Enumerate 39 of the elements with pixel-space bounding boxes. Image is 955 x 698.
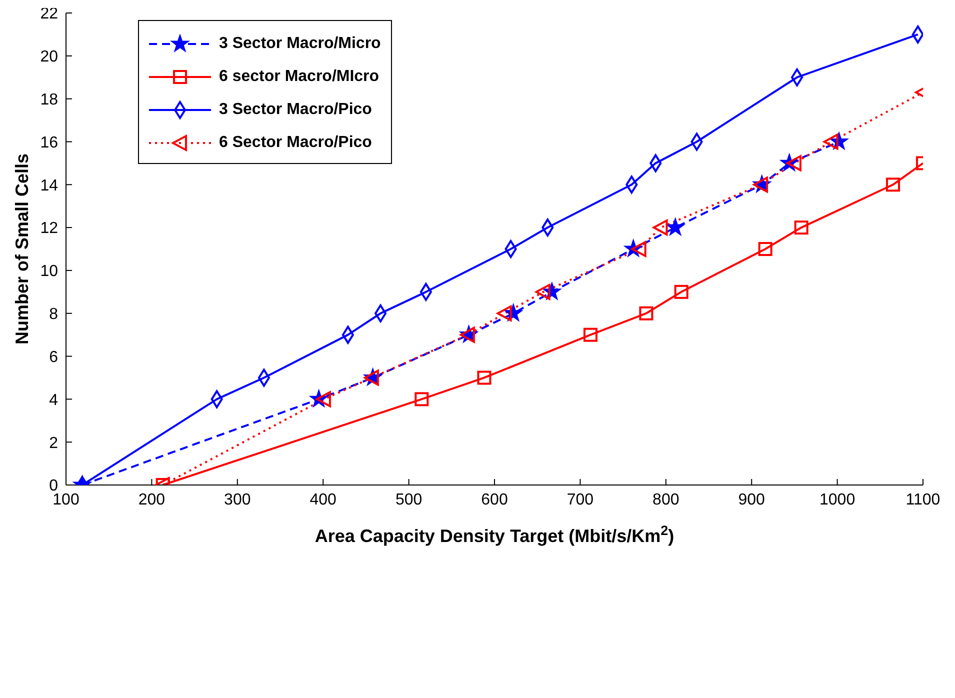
- point: [414, 392, 429, 406]
- x-tick-label: 300: [224, 491, 251, 508]
- point: [794, 220, 808, 235]
- x-tick-label: 200: [138, 491, 166, 508]
- legend-label: 6 Sector Macro/Pico: [219, 134, 372, 152]
- point: [639, 306, 654, 320]
- x-tick-label: 900: [738, 491, 766, 508]
- point: [674, 284, 688, 299]
- y-tick-label: 6: [49, 348, 58, 366]
- x-tick-label: 700: [566, 491, 594, 508]
- x-tick-label: 500: [395, 491, 422, 508]
- x-tick-label: 1100: [906, 491, 940, 508]
- point: [666, 218, 684, 236]
- y-tick-label: 14: [40, 177, 58, 194]
- legend-label: 3 Sector Macro/Pico: [219, 100, 372, 118]
- point: [758, 242, 772, 256]
- y-tick-label: 10: [40, 263, 58, 280]
- point: [886, 178, 900, 192]
- y-tick-label: 12: [40, 220, 58, 238]
- y-tick-label: 20: [40, 48, 58, 66]
- x-axis-title: Area Capacity Density Target (Mbit/s/Km$^{2}$): [314, 522, 674, 546]
- y-axis-title: Number of Small Cells: [12, 153, 32, 345]
- point: [496, 305, 512, 322]
- point: [535, 284, 550, 300]
- point: [652, 220, 668, 236]
- y-tick-label: 4: [49, 392, 58, 409]
- point: [823, 134, 838, 150]
- x-tick-label: 1000: [820, 491, 856, 508]
- y-tick-label: 8: [49, 306, 58, 324]
- point: [477, 370, 492, 385]
- legend-label: 6 sector Macro/MIcro: [219, 68, 380, 86]
- x-tick-label: 400: [310, 491, 337, 508]
- x-tick-label: 600: [481, 491, 508, 508]
- legend-label: 3 Sector Macro/Micro: [219, 34, 381, 52]
- y-tick-label: 16: [40, 134, 58, 152]
- x-tick-label: 800: [652, 491, 680, 508]
- y-tick-label: 18: [40, 92, 58, 108]
- point: [583, 328, 598, 342]
- y-tick-label: 2: [49, 434, 58, 452]
